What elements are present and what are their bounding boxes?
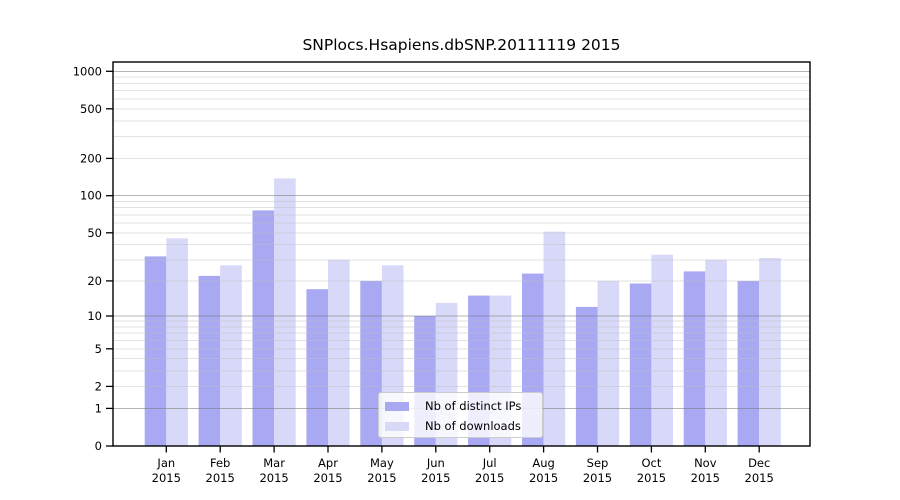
bar-downloads-nov: [705, 259, 727, 446]
y-tick-label: 200: [80, 151, 102, 165]
bar-downloads-apr: [328, 259, 350, 446]
y-tick-label: 5: [95, 342, 102, 356]
x-tick-label-year: 2015: [259, 471, 288, 485]
bar-downloads-mar: [274, 178, 296, 446]
bar-downloads-dec: [759, 258, 781, 446]
x-tick-label-month: Sep: [587, 456, 609, 470]
legend: Nb of distinct IPs Nb of downloads: [378, 392, 543, 438]
x-tick-label-year: 2015: [529, 471, 558, 485]
bar-distinct-ips-sep: [575, 306, 598, 446]
x-tick-label-year: 2015: [637, 471, 666, 485]
bar-distinct-ips-oct: [629, 283, 652, 446]
bar-distinct-ips-may: [360, 280, 382, 446]
plot-border: [112, 61, 811, 447]
x-tick-label-month: Nov: [694, 456, 717, 470]
y-tick-label: 1000: [73, 64, 102, 78]
bar-downloads-oct: [651, 254, 673, 446]
x-tick-label-month: May: [370, 456, 394, 470]
x-tick-label-year: 2015: [421, 471, 450, 485]
bar-downloads-aug: [543, 231, 566, 446]
bar-downloads-sep: [597, 280, 620, 446]
bar-distinct-ips-jan: [144, 256, 167, 446]
x-tick-label-month: Dec: [748, 456, 770, 470]
bar-distinct-ips-mar: [252, 210, 275, 446]
x-tick-label-month: Aug: [532, 456, 554, 470]
x-tick-label-year: 2015: [691, 471, 720, 485]
bar-downloads-jan: [166, 238, 188, 446]
x-tick-label-month: Jun: [426, 456, 445, 470]
x-tick-label-year: 2015: [313, 471, 342, 485]
y-tick-label: 50: [87, 226, 102, 240]
x-tick-label-year: 2015: [206, 471, 235, 485]
y-tick-label: 10: [87, 309, 102, 323]
bar-distinct-ips-feb: [198, 275, 221, 446]
x-tick-label-year: 2015: [583, 471, 612, 485]
legend-label-distinct-ips: Nb of distinct IPs: [425, 399, 522, 413]
x-tick-label-month: Feb: [210, 456, 230, 470]
legend-swatch-distinct-ips-icon: [385, 401, 409, 411]
x-tick-label-month: Jan: [156, 456, 175, 470]
y-tick-label: 2: [95, 379, 102, 393]
y-tick-label: 1: [95, 401, 102, 415]
x-tick-label-year: 2015: [367, 471, 396, 485]
legend-item-downloads: Nb of downloads: [379, 416, 542, 436]
y-tick-label: 0: [95, 439, 102, 453]
y-tick-label: 20: [87, 274, 102, 288]
bar-distinct-ips-apr: [306, 289, 328, 446]
legend-label-downloads: Nb of downloads: [425, 419, 521, 433]
bar-distinct-ips-nov: [683, 271, 706, 446]
y-tick-label: 100: [80, 189, 102, 203]
x-tick-label-month: Mar: [263, 456, 285, 470]
x-tick-label-month: Oct: [641, 456, 661, 470]
x-tick-label-year: 2015: [475, 471, 504, 485]
bar-downloads-feb: [220, 265, 242, 446]
x-tick-label-month: Apr: [318, 456, 338, 470]
y-tick-label: 500: [80, 102, 102, 116]
bar-distinct-ips-dec: [737, 280, 760, 446]
legend-item-distinct-ips: Nb of distinct IPs: [379, 396, 542, 416]
x-tick-label-year: 2015: [745, 471, 774, 485]
x-tick-label-year: 2015: [152, 471, 181, 485]
legend-swatch-downloads-icon: [385, 421, 409, 431]
chart-title: SNPlocs.Hsapiens.dbSNP.20111119 2015: [302, 36, 621, 54]
x-tick-label-month: Jul: [482, 456, 497, 470]
